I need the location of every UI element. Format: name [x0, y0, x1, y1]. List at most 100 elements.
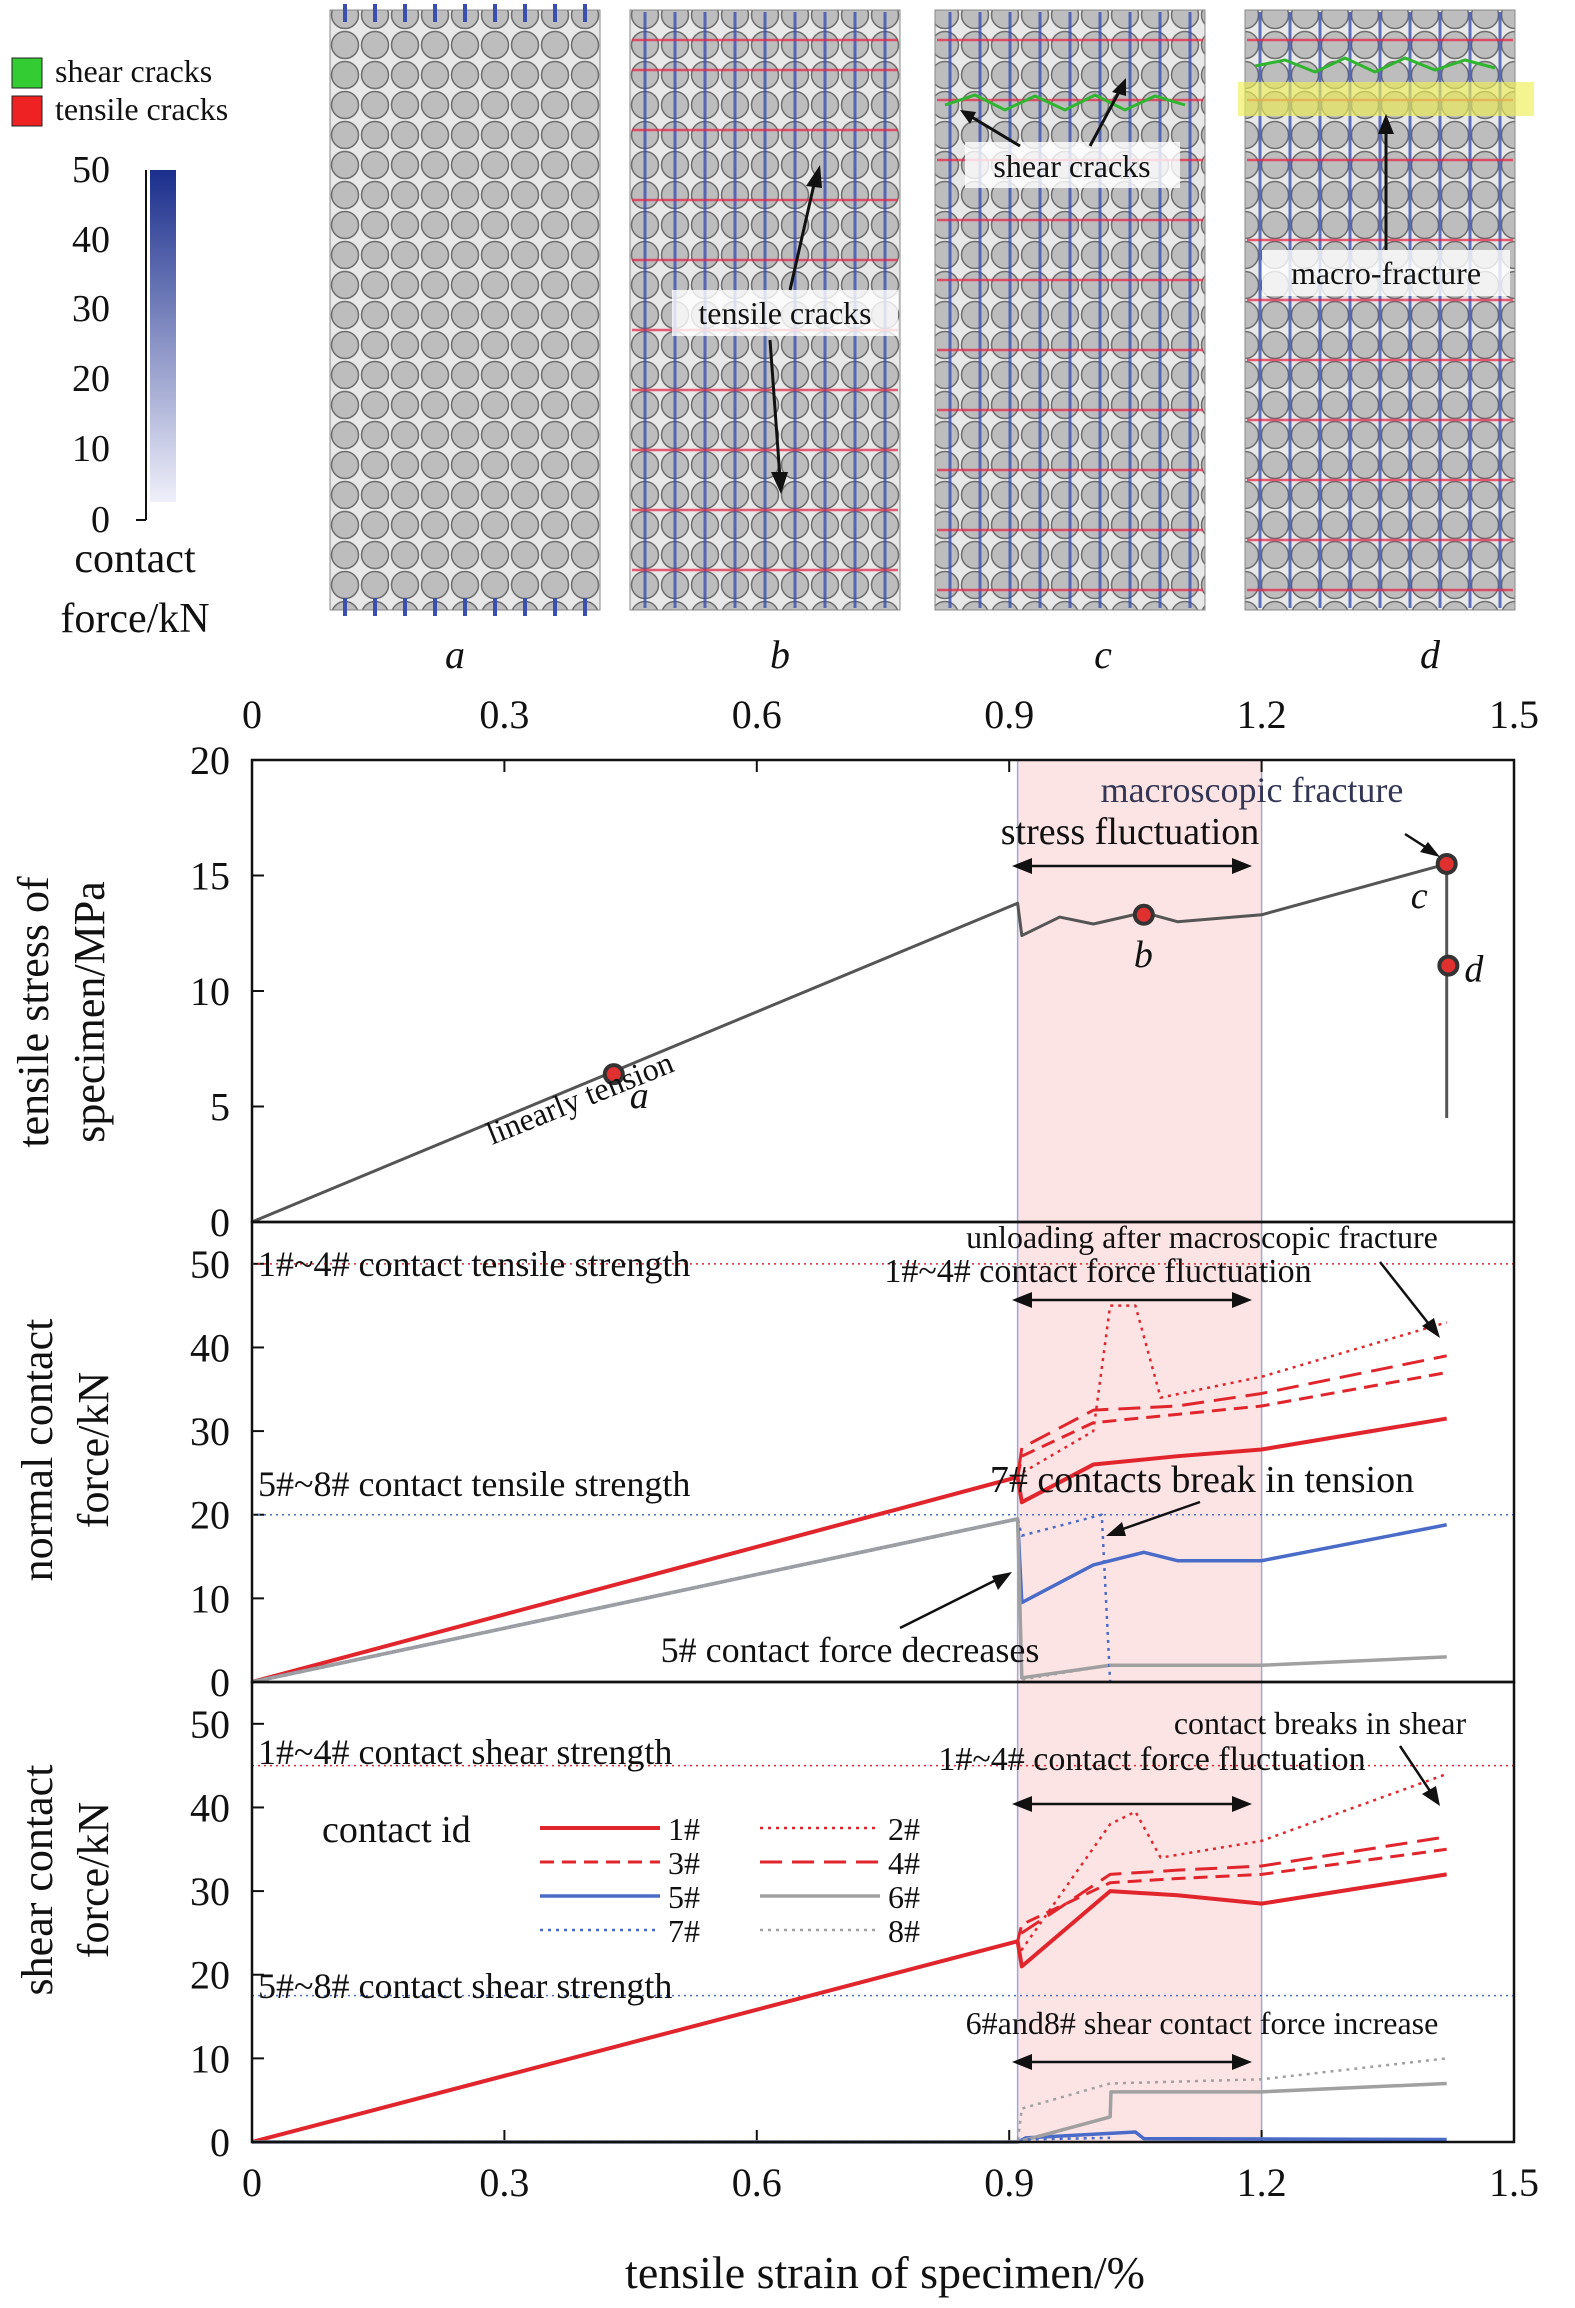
macro-fracture-annotation: macro-fracture — [1291, 255, 1481, 291]
arrowhead — [1012, 2054, 1032, 2070]
normal-fluctuation-annotation: 1#~4# contact force fluctuation — [884, 1253, 1311, 1290]
stage-point-label: a — [630, 1075, 649, 1117]
legend-label: 6# — [888, 1879, 920, 1915]
strength-label-5-8: 5#~8# contact tensile strength — [258, 1464, 690, 1504]
colorbar-tick: 0 — [91, 499, 110, 541]
colorbar-tick: 40 — [72, 219, 110, 261]
legend-label: 5# — [668, 1879, 700, 1915]
y-tick-label: 15 — [190, 854, 230, 899]
arrowhead — [1012, 1796, 1032, 1812]
tensile-cracks-annotation: tensile cracks — [698, 295, 871, 331]
x-tick-label-top: 0.9 — [984, 692, 1034, 737]
legend-label: 3# — [668, 1845, 700, 1881]
specimen-panel-d: macro-fracture d — [1238, 9, 1534, 677]
shear-y-label: shear contact — [13, 1765, 62, 1996]
colorbar-tick: 30 — [72, 288, 110, 330]
arrowhead — [1232, 1292, 1252, 1308]
arrowhead — [1232, 858, 1252, 874]
shear-crack-label: shear cracks — [55, 53, 212, 89]
stage-point-label: d — [1464, 949, 1484, 991]
x-tick-label-top: 0.3 — [479, 692, 529, 737]
shear-cracks-annotation: shear cracks — [993, 148, 1150, 184]
legend-label: 7# — [668, 1913, 700, 1949]
shear-y-label: force/kN — [69, 1802, 118, 1958]
series-3 — [251, 1371, 1447, 1684]
subplot-frame — [250, 1220, 1516, 1684]
y-tick-label: 40 — [190, 1325, 230, 1370]
panel-letter: a — [445, 632, 465, 677]
stage-point-b — [1132, 903, 1155, 926]
arrowhead — [1422, 1318, 1440, 1338]
stage-point-label: c — [1411, 875, 1428, 917]
y-tick-label: 0 — [210, 1200, 230, 1245]
breaks-shear-arrow — [1398, 1745, 1434, 1795]
arrowhead — [1232, 2054, 1252, 2070]
stage-point-a — [602, 1063, 625, 1086]
x-tick-label-bottom: 1.5 — [1489, 2160, 1539, 2205]
specimen-panels: a tensile cracks b shear cracks c — [329, 4, 1534, 677]
subplot-frame — [250, 758, 1516, 1224]
series-3 — [251, 1847, 1447, 2144]
series-6 — [251, 1517, 1447, 1684]
normal-y-label: force/kN — [69, 1372, 118, 1528]
shear-force-subplot: 0 10 20 30 40 50 shear contact force/kN 1#~4#… — [13, 1702, 1514, 2165]
crack-legend: shear cracks tensile cracks — [11, 53, 228, 127]
y-tick-label: 0 — [210, 2120, 230, 2165]
x-tick-label-bottom: 0.9 — [984, 2160, 1034, 2205]
arrowhead — [1232, 1796, 1252, 1812]
stage-point-c — [1435, 852, 1458, 875]
stress-subplot: 0 5 10 15 20 a b cd tensile stress of specimen… — [9, 738, 1484, 1245]
y-tick-label: 50 — [190, 1242, 230, 1287]
y-tick-label: 5 — [210, 1085, 230, 1130]
panel-letter: b — [770, 632, 790, 677]
series-6 — [252, 2081, 1447, 2144]
legend-title: contact id — [322, 1809, 471, 1851]
top-x-axis: 0 0.3 0.6 0.9 1.2 1.5 — [242, 692, 1539, 772]
colorbar-title: force/kN — [60, 596, 209, 642]
breaks-shear-annotation: contact breaks in shear — [1174, 1705, 1467, 1741]
x-tick-label-top: 0.6 — [732, 692, 782, 737]
decrease5-arrow — [899, 1576, 1001, 1630]
x-tick-label-top: 1.5 — [1489, 692, 1539, 737]
series-4 — [251, 1354, 1447, 1684]
break7-arrow — [1119, 1500, 1201, 1532]
y-tick-label: 20 — [190, 1953, 230, 1998]
stage-point-d — [1437, 954, 1460, 977]
contact-id-legend: contact id 1# 2# 3# 4# 5# 6# 7# 8# — [322, 1809, 920, 1949]
legend-label: 4# — [888, 1845, 920, 1881]
stage-point-label: b — [1134, 934, 1153, 976]
colorbar-gradient — [150, 170, 176, 502]
arrowhead — [992, 1572, 1012, 1590]
contact-force-colorbar: 50 40 30 20 10 0 contact force/kN — [60, 149, 209, 642]
colorbar-tick: 20 — [72, 358, 110, 400]
stress-y-label: specimen/MPa — [65, 881, 114, 1143]
stress-curve — [251, 862, 1449, 1224]
colorbar-tick: 50 — [72, 149, 110, 191]
x-tick-label-bottom: 0.3 — [479, 2160, 529, 2205]
specimen-panel-a: a — [329, 4, 601, 677]
colorbar-title: contact — [74, 536, 196, 582]
macroscopic-fracture-annotation: macroscopic fracture — [1101, 770, 1404, 810]
x-tick-label-bottom: 0 — [242, 2160, 262, 2205]
stress-y-label: tensile stress of — [9, 876, 58, 1148]
legend-label: 1# — [668, 1811, 700, 1847]
shear-strength-label-1-4: 1#~4# contact shear strength — [258, 1732, 672, 1772]
normal-y-label: normal contact — [13, 1319, 62, 1582]
series-8 — [252, 2057, 1447, 2144]
y-tick-label: 0 — [210, 1660, 230, 1705]
series-7 — [252, 2136, 1111, 2144]
strength-label-1-4: 1#~4# contact tensile strength — [258, 1244, 690, 1284]
x-tick-label-bottom: 1.2 — [1237, 2160, 1287, 2205]
legend-label: 2# — [888, 1811, 920, 1847]
stress-fluctuation-annotation: stress fluctuation — [1001, 811, 1260, 853]
shear-fluctuation-annotation: 1#~4# contact force fluctuation — [938, 1741, 1365, 1778]
arrowhead — [1106, 1522, 1126, 1536]
decrease5-annotation: 5# contact force decreases — [661, 1630, 1040, 1670]
y-tick-label: 10 — [190, 2036, 230, 2081]
x-tick-label-bottom: 0.6 — [732, 2160, 782, 2205]
y-tick-label: 50 — [190, 1702, 230, 1747]
panel-letter: c — [1094, 632, 1112, 677]
y-tick-label: 20 — [190, 1493, 230, 1538]
bottom-x-axis: 0 0.3 0.6 0.9 1.2 1.5 — [242, 2130, 1539, 2205]
